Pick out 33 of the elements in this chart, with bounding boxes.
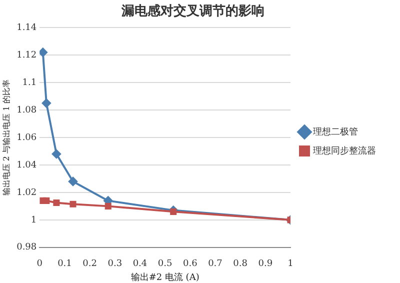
x-tick-label: 0.2 — [82, 259, 97, 270]
point — [68, 176, 78, 186]
point — [43, 197, 50, 204]
y-tick-label: 1 — [30, 215, 37, 226]
point — [40, 48, 48, 57]
legend-label: 理想二极管 — [313, 126, 358, 138]
y-tick-label: 1.08 — [16, 105, 37, 116]
x-tick-label: 0.8 — [233, 259, 248, 270]
point — [70, 200, 76, 208]
x-tick-label: 1 — [288, 259, 294, 270]
point — [104, 202, 112, 210]
x-tick-label: 0.6 — [182, 259, 198, 270]
y-tick-label: 1.02 — [16, 188, 37, 198]
x-tick-label: 0.5 — [158, 259, 172, 270]
y-tick-label: 1.1 — [22, 78, 37, 88]
point — [53, 199, 60, 206]
x-tick-label: 0.9 — [258, 259, 273, 270]
x-tick-label: 0 — [36, 259, 43, 270]
y-tick-label: 1.04 — [16, 160, 37, 170]
x-tick-label: 0.7 — [208, 259, 223, 270]
x-axis-title: 输出#2 电流 (A) — [130, 272, 200, 283]
y-tick-label: 1.14 — [16, 22, 37, 33]
legend-label: 理想同步整流器 — [313, 145, 376, 156]
y-tick-label: 0.98 — [16, 242, 37, 253]
x-tick-label: 0.1 — [58, 259, 72, 270]
x-tick-label: 0.3 — [108, 259, 122, 270]
point — [42, 98, 51, 108]
y-tick-label: 1.06 — [16, 132, 37, 143]
y-axis-title: 输出电压 2 与输出电压 1 的比率 — [2, 79, 11, 196]
point — [52, 149, 61, 158]
chart-title: 漏电感对交叉调节的影响 — [120, 3, 264, 20]
y-tick-label: 1.12 — [16, 50, 37, 60]
x-tick-label: 0.4 — [132, 259, 148, 270]
